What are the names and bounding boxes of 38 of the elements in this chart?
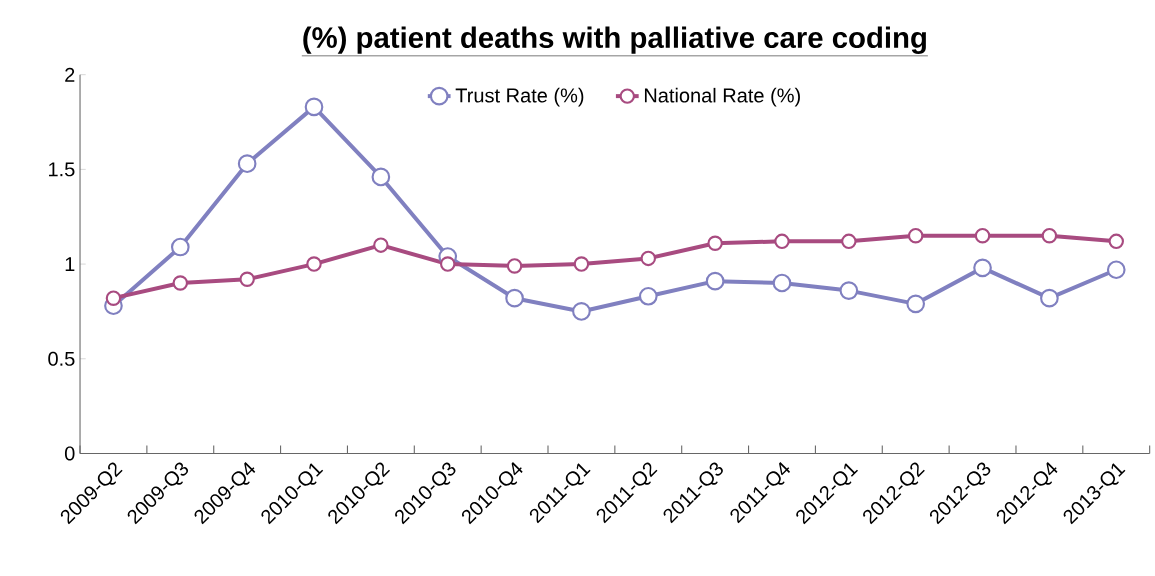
point xyxy=(974,227,991,244)
point xyxy=(304,97,324,117)
point xyxy=(237,154,257,173)
point xyxy=(774,233,790,250)
point xyxy=(772,273,792,293)
point xyxy=(1040,288,1059,308)
point xyxy=(505,288,524,308)
y-tick-label: 1.5 xyxy=(49,162,75,177)
point xyxy=(1108,233,1124,250)
y-tick-label: 1 xyxy=(65,257,75,271)
y-tick-label: 2 xyxy=(65,67,75,82)
point xyxy=(707,235,723,251)
point xyxy=(1041,227,1058,244)
point xyxy=(841,233,857,250)
point xyxy=(373,237,389,253)
point xyxy=(506,258,523,274)
point xyxy=(172,275,189,291)
point xyxy=(907,227,924,244)
point xyxy=(1106,260,1126,280)
point xyxy=(573,256,590,272)
point xyxy=(906,294,926,314)
legend-label: National Rate (%) xyxy=(644,87,800,107)
point xyxy=(572,302,591,321)
point xyxy=(640,250,657,267)
y-tick-label: 0 xyxy=(64,446,75,461)
point xyxy=(638,286,658,306)
point xyxy=(839,281,859,300)
point xyxy=(105,290,122,306)
point xyxy=(239,271,255,287)
point xyxy=(973,258,992,278)
point xyxy=(371,167,391,187)
y-tick-label: 0.5 xyxy=(48,351,75,366)
point xyxy=(306,256,322,272)
point xyxy=(170,237,190,257)
legend-label: Trust Rate (%) xyxy=(455,87,584,107)
chart-title: (%) patient deaths with palliative care coding xyxy=(303,26,926,54)
point xyxy=(705,271,725,291)
point xyxy=(439,256,456,272)
